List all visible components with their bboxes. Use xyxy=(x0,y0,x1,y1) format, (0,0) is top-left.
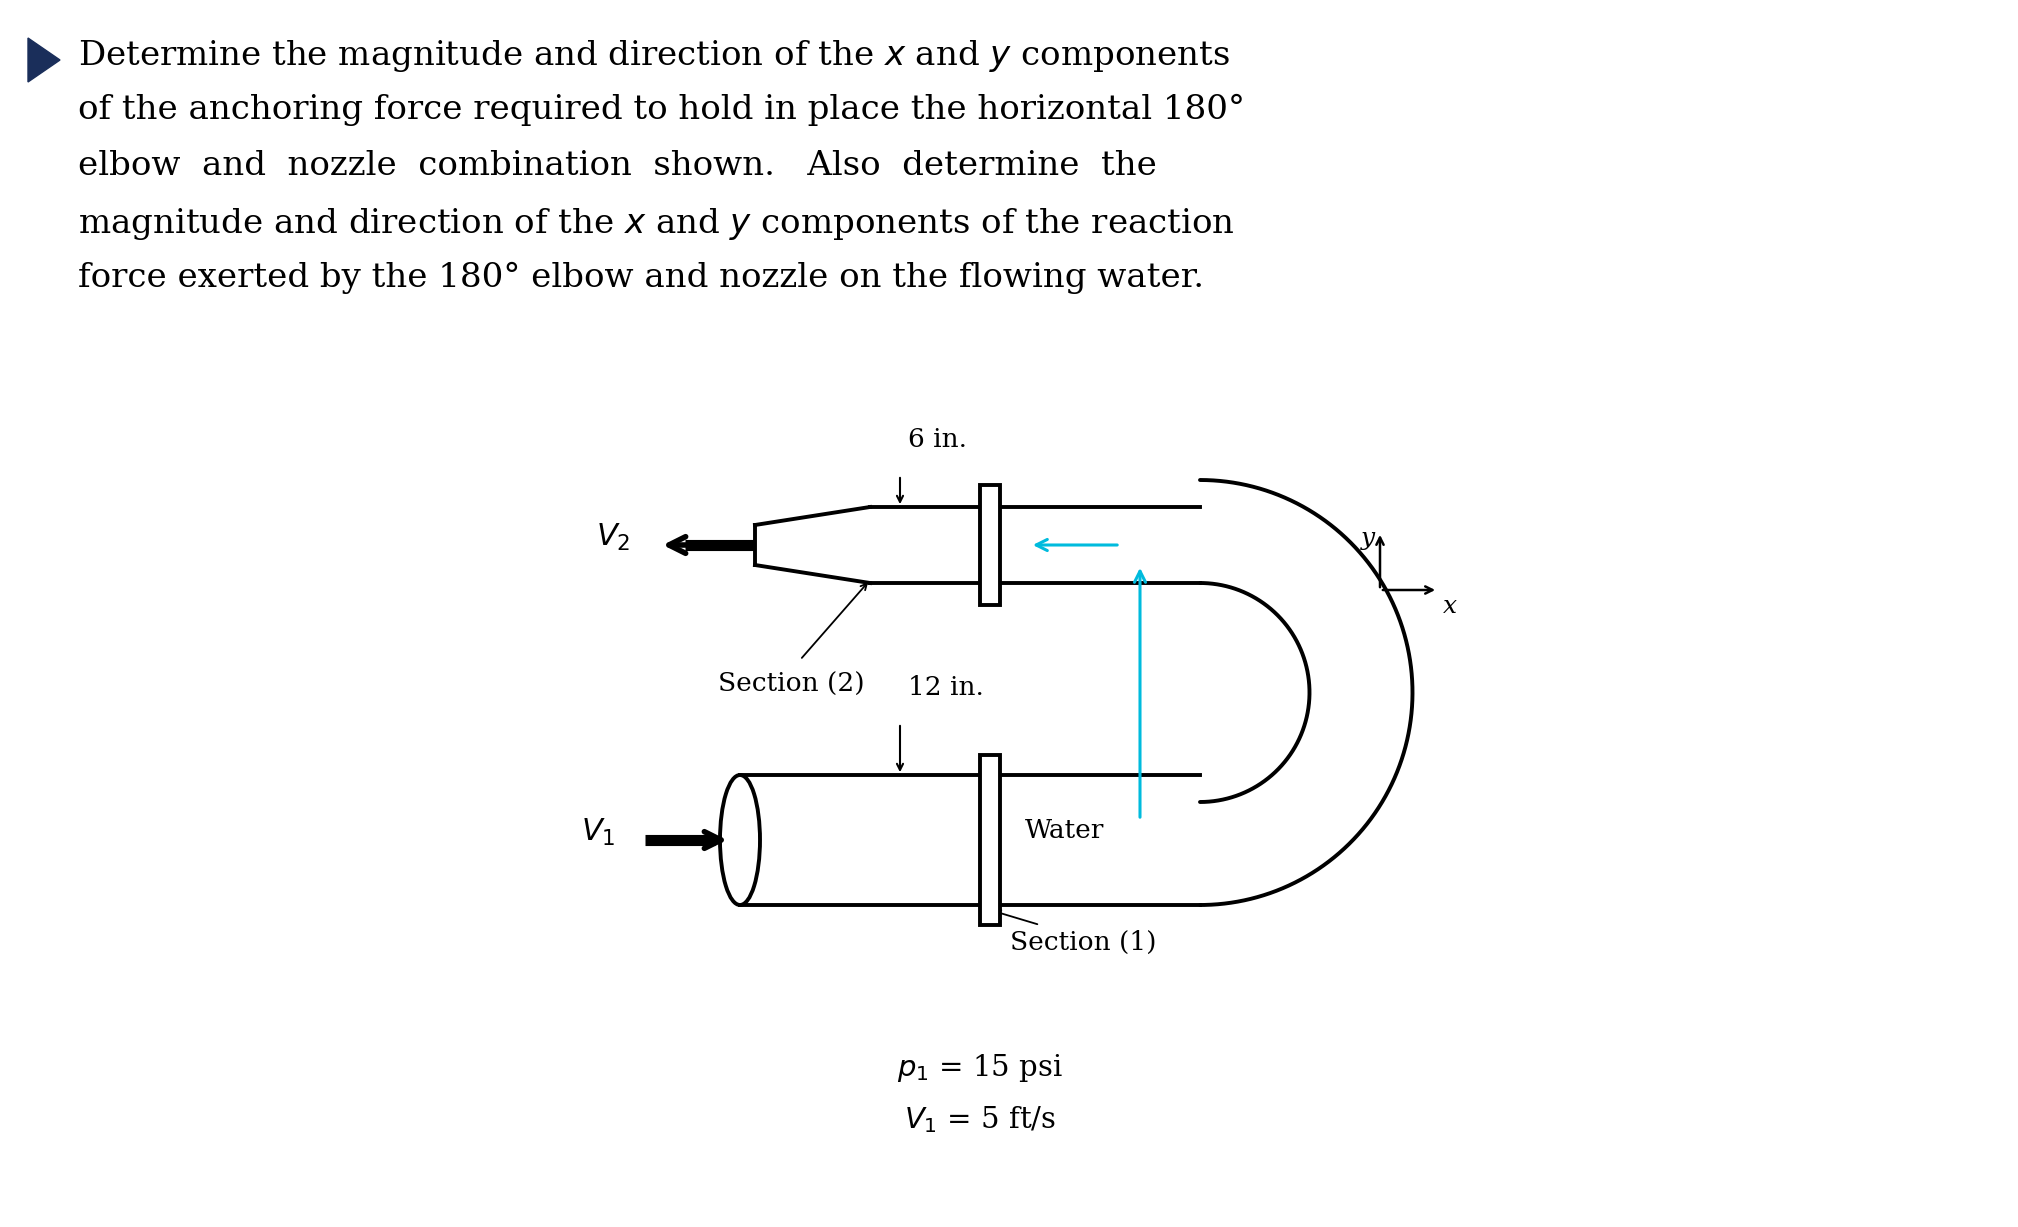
Text: $V_2$: $V_2$ xyxy=(595,521,630,552)
Text: Water: Water xyxy=(1025,817,1104,843)
Text: y: y xyxy=(1360,528,1374,550)
Text: Section (2): Section (2) xyxy=(718,672,864,697)
Text: magnitude and direction of the $x$ and $y$ components of the reaction: magnitude and direction of the $x$ and $… xyxy=(79,206,1235,242)
Text: Determine the magnitude and direction of the $x$ and $y$ components: Determine the magnitude and direction of… xyxy=(79,38,1229,74)
Text: x: x xyxy=(1443,595,1457,618)
Polygon shape xyxy=(28,38,61,82)
Text: of the anchoring force required to hold in place the horizontal 180°: of the anchoring force required to hold … xyxy=(79,94,1245,126)
Text: force exerted by the 180° elbow and nozzle on the flowing water.: force exerted by the 180° elbow and nozz… xyxy=(79,263,1205,294)
Text: Section (1): Section (1) xyxy=(1009,930,1156,955)
Bar xyxy=(981,485,1001,605)
Text: $V_1$ = 5 ft/s: $V_1$ = 5 ft/s xyxy=(904,1104,1055,1135)
Text: $p_1$ = 15 psi: $p_1$ = 15 psi xyxy=(898,1052,1063,1083)
Text: 6 in.: 6 in. xyxy=(908,427,967,452)
Bar xyxy=(981,755,1001,925)
Text: 12 in.: 12 in. xyxy=(908,675,985,699)
Text: $V_1$: $V_1$ xyxy=(581,816,615,848)
Text: elbow  and  nozzle  combination  shown.   Also  determine  the: elbow and nozzle combination shown. Also… xyxy=(79,150,1156,182)
Ellipse shape xyxy=(720,775,761,906)
